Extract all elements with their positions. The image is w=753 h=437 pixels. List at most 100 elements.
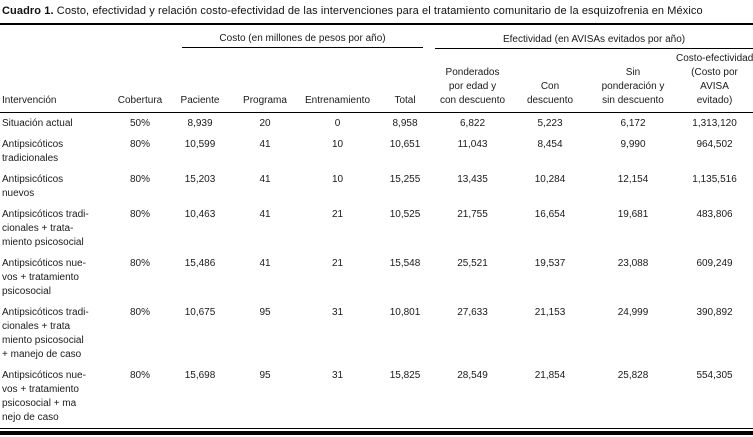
cell-costo-efectividad: 1,313,120 (692, 117, 737, 129)
cell-programa: 95 (259, 306, 271, 318)
table-bottom-rule (0, 427, 753, 429)
cell-cobertura: 80% (129, 369, 150, 381)
cell-intervencion: Antipsicóticos tradi- cionales + trata- … (2, 208, 89, 248)
cell-paciente: 15,203 (184, 173, 216, 185)
column-header-ponderados: Ponderados por edad y con descuento (435, 48, 511, 113)
table-number: Cuadro 1. (2, 5, 54, 17)
cell-costo-efectividad: 964,502 (696, 138, 733, 150)
cell-sin-ponderacion: 9,990 (620, 138, 646, 150)
cell-sin-ponderacion: 19,681 (617, 208, 649, 220)
cell-paciente: 10,599 (184, 138, 216, 150)
title-divider-rule (0, 23, 753, 25)
cell-costo-efectividad: 483,806 (696, 208, 733, 220)
column-header-con-descuento: Con descuento (510, 48, 591, 113)
cell-paciente: 15,486 (184, 257, 216, 269)
cell-ponderados: 11,043 (457, 138, 488, 150)
cell-cobertura: 80% (129, 257, 150, 269)
cell-paciente: 10,675 (184, 306, 216, 318)
cell-total: 15,825 (389, 369, 421, 381)
cell-con-descuento: 16,654 (534, 208, 566, 220)
cell-costo-efectividad: 554,305 (696, 369, 733, 381)
cell-sin-ponderacion: 12,154 (617, 173, 649, 185)
cell-cobertura: 80% (129, 306, 150, 318)
cell-entrenamiento: 21 (331, 257, 344, 269)
column-header-costo-efectividad: Costo-efectividad (Costo por AVISA evita… (676, 48, 753, 113)
cell-costo-efectividad: 609,249 (696, 257, 733, 269)
table-row: Antipsicóticos tradi- cionales + trata m… (0, 302, 753, 365)
cell-paciente: 8,939 (187, 117, 213, 129)
table-row: Antipsicóticos nuevos 80% 15,203 41 10 1… (0, 169, 753, 204)
cell-entrenamiento: 10 (331, 173, 344, 185)
cell-entrenamiento: 10 (331, 138, 344, 150)
cell-sin-ponderacion: 23,088 (617, 257, 649, 269)
cell-programa: 20 (259, 117, 271, 129)
cell-cobertura: 80% (129, 173, 150, 185)
cell-total: 10,525 (389, 208, 421, 220)
column-header-cobertura: Cobertura (110, 48, 170, 113)
group-header-spacer (0, 25, 170, 48)
cell-total: 15,548 (389, 257, 421, 269)
cell-costo-efectividad: 390,892 (696, 306, 733, 318)
column-header-sin-ponderacion: Sin ponderación y sin descuento (590, 48, 677, 113)
cell-cobertura: 80% (129, 138, 150, 150)
table-row: Antipsicóticos tradicionales 80% 10,599 … (0, 134, 753, 169)
cell-con-descuento: 8,454 (537, 138, 563, 150)
column-header-intervencion: Intervención (0, 48, 110, 113)
table-row: Situación actual 50% 8,939 20 0 8,958 6,… (0, 112, 753, 134)
cell-sin-ponderacion: 25,828 (617, 369, 649, 381)
cell-paciente: 15,698 (184, 369, 216, 381)
cell-ponderados: 25,521 (457, 257, 488, 269)
cell-cobertura: 80% (129, 208, 150, 220)
table-row: Antipsicóticos tradi- cionales + trata- … (0, 204, 753, 253)
cell-programa: 95 (259, 369, 271, 381)
group-header-efectividad: Efectividad (en AVISAs evitados por año) (435, 25, 753, 49)
cell-intervencion: Antipsicóticos nuevos (2, 173, 64, 199)
table-title: Cuadro 1. Costo, efectividad y relación … (0, 0, 753, 18)
cell-programa: 41 (259, 208, 271, 220)
cell-intervencion: Antipsicóticos tradicionales (2, 138, 64, 164)
cell-entrenamiento: 31 (331, 369, 344, 381)
cell-ponderados: 6,822 (460, 117, 486, 129)
group-header-costo: Costo (en millones de pesos por año) (170, 25, 435, 48)
cell-paciente: 10,463 (184, 208, 216, 220)
group-header-costo-label: Costo (en millones de pesos por año) (182, 33, 424, 48)
column-header-paciente: Paciente (170, 48, 230, 113)
cell-entrenamiento: 0 (334, 117, 341, 129)
column-header-row: Intervención Cobertura Paciente Programa… (0, 48, 753, 113)
cell-ponderados: 13,435 (457, 173, 488, 185)
cell-con-descuento: 19,537 (534, 257, 566, 269)
cell-total: 10,801 (389, 306, 421, 318)
group-header-row: Costo (en millones de pesos por año) Efe… (0, 25, 753, 49)
cell-con-descuento: 21,854 (534, 369, 566, 381)
column-header-entrenamiento: Entrenamiento (300, 48, 375, 113)
cell-con-descuento: 5,223 (537, 117, 563, 129)
cell-programa: 41 (259, 138, 271, 150)
cell-entrenamiento: 31 (331, 306, 344, 318)
group-header-efectividad-label: Efectividad (en AVISAs evitados por año) (502, 33, 686, 45)
cell-total: 15,255 (389, 173, 421, 185)
cell-intervencion: Antipsicóticos nue- vos + tratamiento ps… (2, 257, 86, 297)
cell-entrenamiento: 21 (331, 208, 344, 220)
cell-intervencion: Antipsicóticos nue- vos + tratamiento ps… (2, 369, 86, 423)
cell-ponderados: 21,755 (457, 208, 488, 220)
cell-intervencion: Antipsicóticos tradi- cionales + trata m… (2, 306, 89, 360)
cell-con-descuento: 21,153 (534, 306, 566, 318)
cell-programa: 41 (259, 257, 271, 269)
cell-ponderados: 27,633 (457, 306, 488, 318)
table-row: Antipsicóticos nue- vos + tratamiento ps… (0, 253, 753, 302)
column-header-total: Total (375, 48, 436, 113)
cell-sin-ponderacion: 6,172 (620, 117, 646, 129)
cell-intervencion: Situación actual (2, 117, 73, 129)
cell-total: 10,651 (389, 138, 421, 150)
cell-con-descuento: 10,284 (534, 173, 566, 185)
column-header-programa: Programa (230, 48, 300, 113)
data-table: Costo (en millones de pesos por año) Efe… (0, 25, 753, 428)
cell-ponderados: 28,549 (457, 369, 488, 381)
page-edge-bar (0, 430, 753, 435)
cell-programa: 41 (259, 173, 271, 185)
cell-sin-ponderacion: 24,999 (617, 306, 649, 318)
cell-costo-efectividad: 1,135,516 (692, 173, 737, 185)
table-caption: Costo, efectividad y relación costo-efec… (53, 5, 703, 17)
table-row: Antipsicóticos nue- vos + tratamiento ps… (0, 365, 753, 428)
